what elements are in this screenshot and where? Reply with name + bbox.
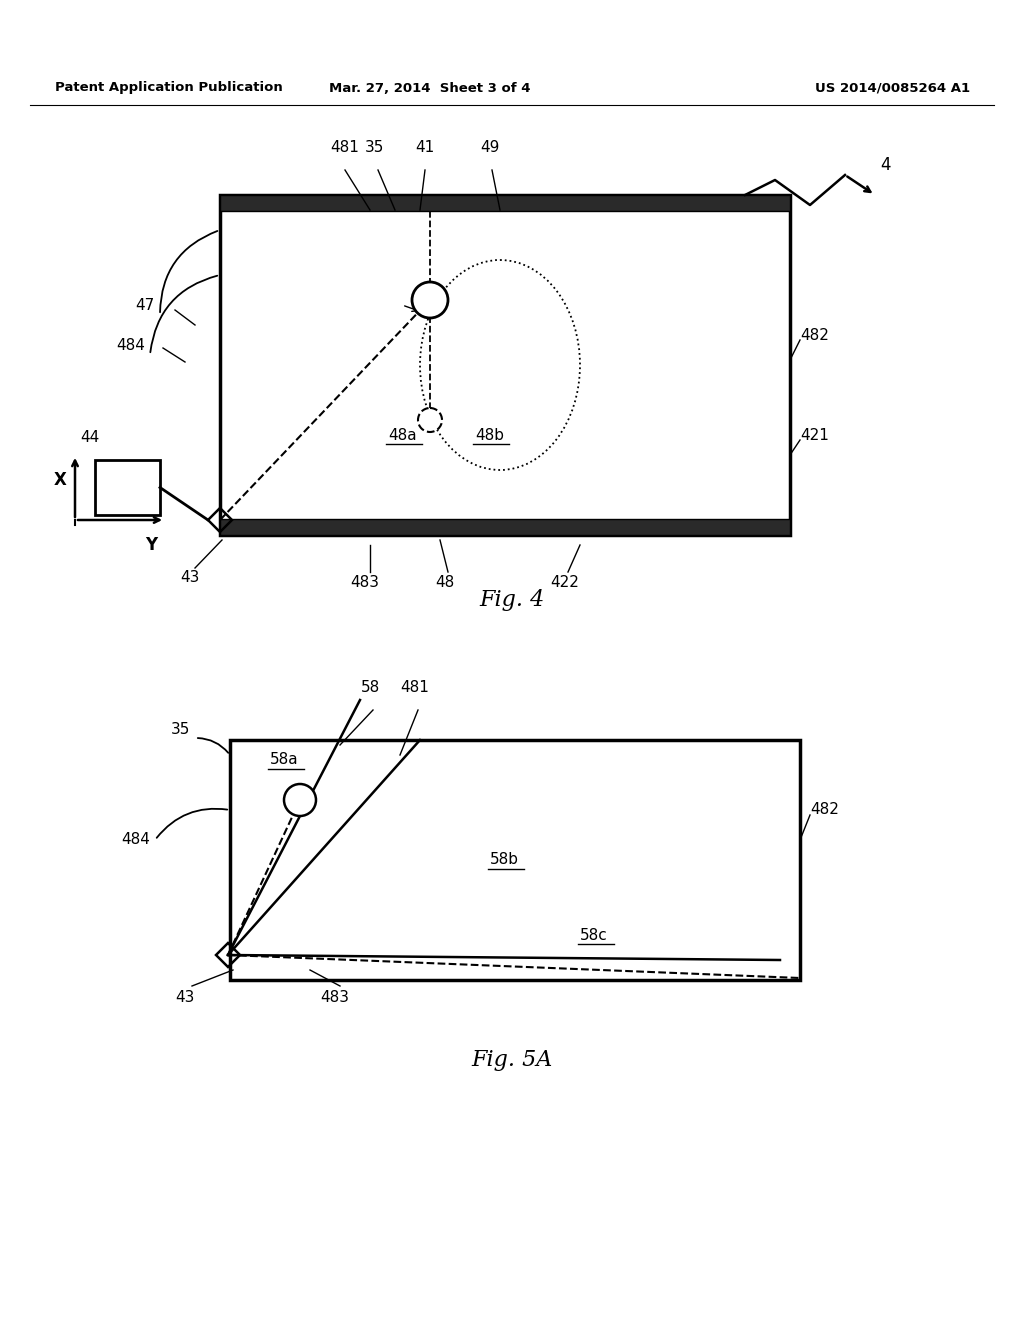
Text: 47: 47 <box>136 297 155 313</box>
Text: Fig. 4: Fig. 4 <box>479 589 545 611</box>
Bar <box>95 459 160 515</box>
Bar <box>220 195 790 211</box>
Text: 48: 48 <box>435 576 455 590</box>
Text: 58: 58 <box>360 680 380 696</box>
Text: Y: Y <box>145 536 157 554</box>
Text: 58c: 58c <box>580 928 608 942</box>
Text: 421: 421 <box>800 428 828 442</box>
Text: 44: 44 <box>80 430 99 445</box>
Text: 483: 483 <box>350 576 380 590</box>
FancyArrowPatch shape <box>151 276 217 352</box>
Text: 481: 481 <box>331 140 359 154</box>
Text: 58a: 58a <box>270 752 299 767</box>
Text: 58b: 58b <box>490 853 519 867</box>
Text: Mar. 27, 2014  Sheet 3 of 4: Mar. 27, 2014 Sheet 3 of 4 <box>330 82 530 95</box>
Text: 482: 482 <box>800 327 828 342</box>
Circle shape <box>418 408 442 432</box>
Text: 49: 49 <box>480 140 500 154</box>
Text: 48a: 48a <box>388 428 417 442</box>
Text: 481: 481 <box>400 680 429 696</box>
Text: 48b: 48b <box>475 428 504 442</box>
Text: 482: 482 <box>810 803 839 817</box>
Text: 35: 35 <box>171 722 190 738</box>
Text: 483: 483 <box>321 990 349 1005</box>
Text: 35: 35 <box>366 140 385 154</box>
Bar <box>220 195 790 535</box>
Text: 43: 43 <box>175 990 195 1005</box>
Text: 41: 41 <box>416 140 434 154</box>
Bar <box>220 519 790 535</box>
Text: Patent Application Publication: Patent Application Publication <box>55 82 283 95</box>
Text: 484: 484 <box>121 833 150 847</box>
Text: 422: 422 <box>551 576 580 590</box>
FancyArrowPatch shape <box>198 738 228 752</box>
Text: Fig. 5A: Fig. 5A <box>471 1049 553 1071</box>
Text: US 2014/0085264 A1: US 2014/0085264 A1 <box>815 82 970 95</box>
Text: X: X <box>53 471 67 488</box>
Text: 484: 484 <box>116 338 145 352</box>
FancyArrowPatch shape <box>157 809 227 838</box>
Text: 4: 4 <box>880 156 891 174</box>
FancyArrowPatch shape <box>160 231 217 313</box>
Circle shape <box>284 784 316 816</box>
Circle shape <box>412 282 449 318</box>
Text: 43: 43 <box>180 570 200 585</box>
Bar <box>230 741 800 979</box>
